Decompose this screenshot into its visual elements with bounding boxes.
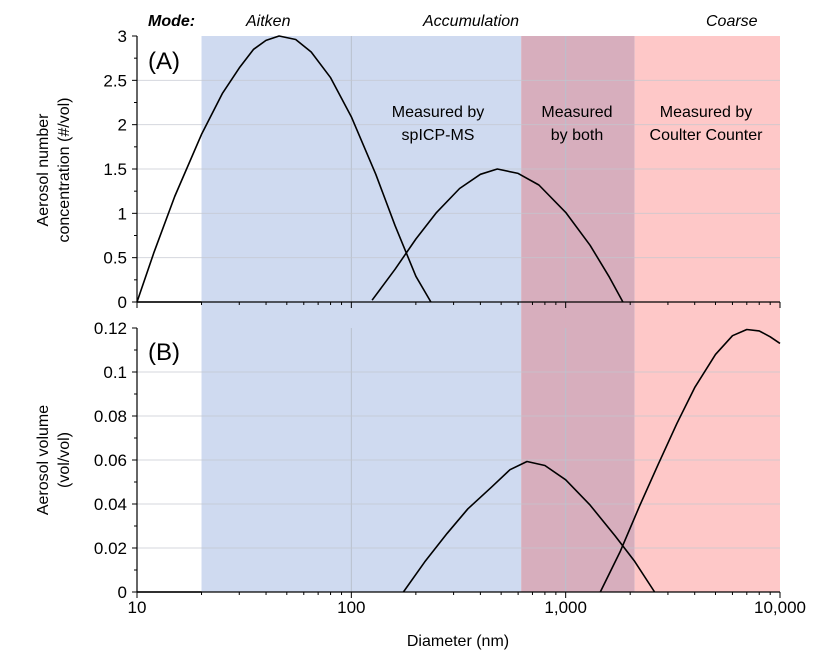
y-tick-label-p0-1: 0.5: [103, 249, 127, 268]
region-label-both-line1: Measured: [541, 104, 612, 121]
curve-p1-s1: [599, 328, 781, 593]
x-axis-title: Diameter (nm): [407, 633, 509, 650]
y-tick-label-p1-5: 0.1: [103, 363, 127, 382]
x-tick-label-2: 1,000: [544, 598, 587, 617]
mode-label-coarse: Coarse: [706, 13, 758, 30]
y-tick-label-p1-2: 0.04: [94, 495, 127, 514]
region-label-spicpms-line1: Measured by: [392, 104, 485, 121]
curve-p1-s0: [402, 460, 656, 593]
panel-b-letter: (B): [148, 339, 180, 366]
y-axis-title-a-line2: concentration (#/vol): [56, 98, 73, 243]
y-tick-label-p1-3: 0.06: [94, 451, 127, 470]
y-tick-label-p0-5: 2.5: [103, 71, 127, 90]
region-band-2: [634, 36, 780, 592]
region-label-coulter-line2: Coulter Counter: [650, 127, 764, 144]
y-tick-label-p1-6: 0.12: [94, 319, 127, 338]
axes-frame-layer: [132, 35, 781, 598]
mode-title: Mode:: [148, 13, 195, 30]
panel-a-letter: (A): [148, 48, 180, 75]
mode-label-aitken: Aitken: [245, 13, 291, 30]
y-tick-label-p0-4: 2: [118, 116, 127, 135]
y-axis-title-b-line1: Aerosol volume: [35, 405, 52, 515]
region-band-0: [201, 36, 522, 592]
x-tick-label-0: 10: [128, 598, 147, 617]
gridlines-layer: [137, 36, 780, 592]
mode-label-accumulation: Accumulation: [422, 13, 519, 30]
y-tick-label-p0-2: 1: [118, 204, 127, 223]
curves-layer: [136, 35, 781, 593]
text-layer: Mode: Aitken Accumulation Coarse (A) (B)…: [35, 13, 763, 650]
y-tick-label-p1-1: 0.02: [94, 539, 127, 558]
y-tick-label-p0-3: 1.5: [103, 160, 127, 179]
y-tick-label-p0-6: 3: [118, 27, 127, 46]
x-tick-label-3: 10,000: [754, 598, 806, 617]
y-tick-label-p1-4: 0.08: [94, 407, 127, 426]
region-shading-layer: [201, 36, 780, 592]
y-axis-title-b-line2: (vol/vol): [56, 432, 73, 488]
y-axis-title-a-line1: Aerosol number: [35, 113, 52, 227]
curve-p0-s1: [371, 168, 624, 303]
y-tick-label-p0-0: 0: [118, 293, 127, 312]
y-tick-label-p1-0: 0: [118, 583, 127, 602]
tick-labels-layer: 0 0.5 1 1.5 2 2.5 3 0 0.02 0.04 0.06 0.08 0.1 0.12 10 1…: [94, 27, 806, 617]
x-tick-label-1: 100: [337, 598, 365, 617]
region-label-coulter-line1: Measured by: [660, 104, 753, 121]
region-label-both-line2: by both: [551, 127, 603, 144]
region-band-1: [521, 36, 635, 592]
curve-p0-s0: [136, 35, 432, 303]
region-label-spicpms-line2: spICP-MS: [402, 127, 475, 144]
